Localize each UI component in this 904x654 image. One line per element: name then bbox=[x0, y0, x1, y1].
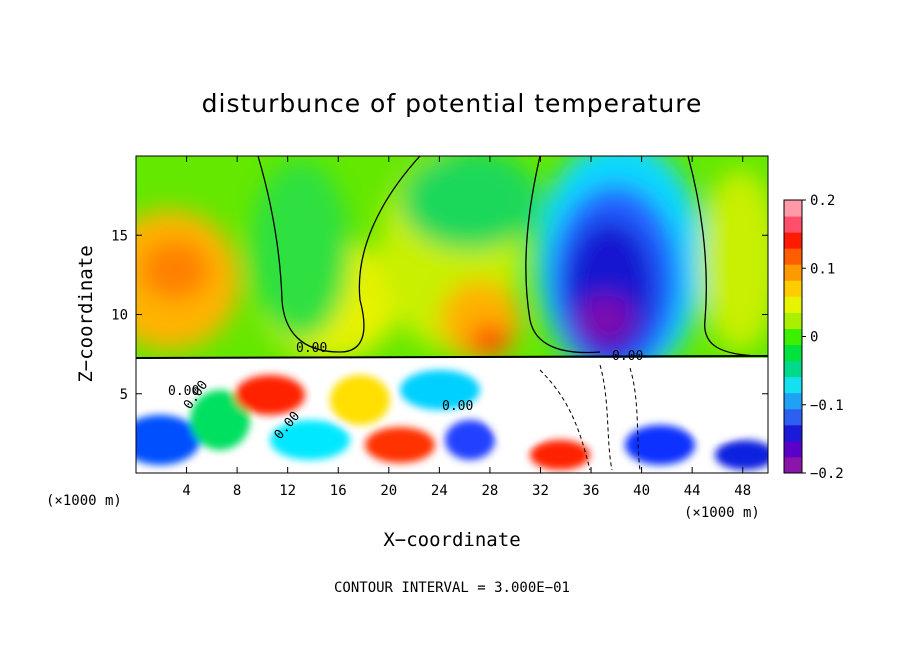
colorbar-swatch bbox=[784, 232, 802, 249]
x-tick-label: 32 bbox=[532, 483, 549, 499]
colorbar: 0.2 0.1 0 −0.1 −0.2 bbox=[783, 193, 844, 482]
contour-label: 0.00 bbox=[612, 349, 643, 364]
colorbar-swatch bbox=[784, 296, 802, 313]
x-tick-label: 40 bbox=[633, 483, 650, 499]
x-tick-label: 4 bbox=[182, 483, 190, 499]
colorbar-swatch bbox=[784, 344, 802, 362]
colorbar-swatch bbox=[784, 280, 802, 297]
colorbar-swatch bbox=[784, 440, 802, 458]
colorbar-swatch bbox=[784, 200, 802, 217]
colorbar-tick-label: −0.2 bbox=[810, 466, 844, 482]
cold-core bbox=[575, 295, 635, 345]
colorbar-tick-label: 0.2 bbox=[810, 193, 835, 209]
mixed-layer-field bbox=[136, 358, 768, 473]
x-axis-label: X−coordinate bbox=[383, 529, 520, 551]
colorbar-swatch bbox=[784, 376, 802, 394]
y-axis: 5 10 15 bbox=[111, 228, 768, 403]
x-tick-label: 28 bbox=[481, 483, 498, 499]
x-tick-label: 20 bbox=[380, 483, 397, 499]
x-tick-label: 48 bbox=[734, 483, 751, 499]
x-tick-label: 8 bbox=[233, 483, 241, 499]
x-tick-label: 36 bbox=[583, 483, 600, 499]
y-tick-label: 10 bbox=[111, 308, 128, 324]
y-tick-label: 5 bbox=[120, 387, 128, 403]
x-tick-label: 44 bbox=[684, 483, 701, 499]
colorbar-swatch bbox=[784, 360, 802, 378]
y-axis-label: Z−coordinate bbox=[75, 245, 97, 382]
colorbar-swatch bbox=[784, 408, 802, 426]
x-unit-right: (×1000 m) bbox=[684, 505, 760, 521]
x-axis: 4 8 12 16 20 24 28 32 36 40 44 48 bbox=[182, 156, 751, 499]
colorbar-swatch bbox=[784, 424, 802, 442]
contour-label: 0.00 bbox=[296, 341, 327, 356]
contour-label: 0.00 bbox=[168, 384, 199, 399]
colorbar-tick-label: −0.1 bbox=[810, 398, 844, 414]
plume-left bbox=[250, 160, 350, 340]
x-tick-label: 12 bbox=[279, 483, 296, 499]
colorbar-tick-label: 0.1 bbox=[810, 261, 835, 277]
colorbar-swatch bbox=[784, 312, 802, 329]
colorbar-swatch bbox=[784, 456, 802, 474]
colorbar-swatch bbox=[784, 328, 802, 346]
colorbar-swatch bbox=[784, 248, 802, 265]
y-tick-label: 15 bbox=[111, 228, 128, 244]
contour-label: 0.00 bbox=[442, 399, 473, 414]
upper-layer-field bbox=[136, 156, 768, 380]
warm-anomaly-right bbox=[470, 325, 510, 355]
x-unit-left: (×1000 m) bbox=[46, 493, 122, 509]
plot-area bbox=[136, 156, 768, 473]
x-tick-label: 16 bbox=[330, 483, 347, 499]
colorbar-tick-label: 0 bbox=[810, 330, 818, 346]
zero-contours bbox=[136, 156, 768, 359]
colorbar-swatch bbox=[784, 216, 802, 233]
colorbar-swatch bbox=[784, 392, 802, 410]
plume-right bbox=[400, 156, 540, 250]
negative-contours bbox=[539, 364, 641, 471]
x-tick-label: 24 bbox=[431, 483, 448, 499]
colorbar-swatch bbox=[784, 264, 802, 281]
contour-interval-note: CONTOUR INTERVAL = 3.000E−01 bbox=[334, 580, 570, 596]
chart-title: disturbunce of potential temperature bbox=[202, 89, 703, 118]
